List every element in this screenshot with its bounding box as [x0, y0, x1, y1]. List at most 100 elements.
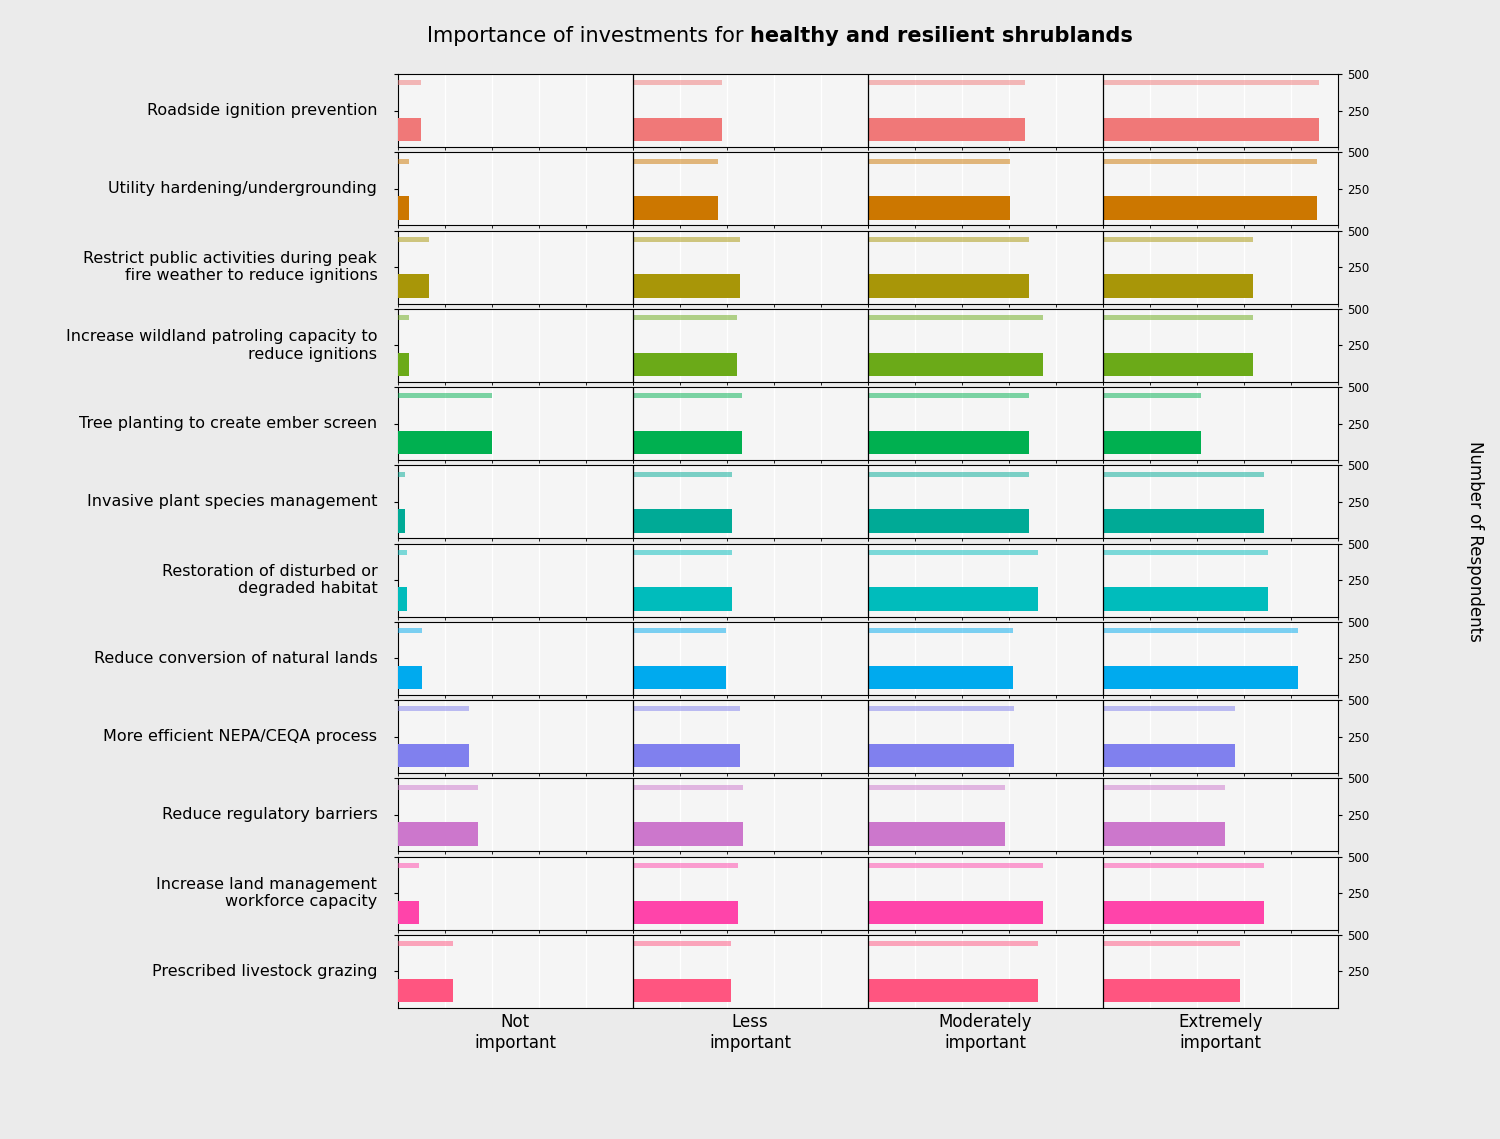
- Bar: [398, 863, 418, 868]
- Bar: [398, 978, 453, 1002]
- Bar: [1102, 316, 1254, 320]
- Bar: [1102, 431, 1200, 454]
- Bar: [633, 785, 742, 789]
- Bar: [398, 785, 478, 789]
- Bar: [867, 472, 1029, 476]
- Bar: [633, 863, 738, 868]
- Bar: [867, 316, 1042, 320]
- Bar: [1102, 628, 1298, 633]
- Bar: [398, 80, 422, 85]
- Bar: [1102, 509, 1263, 533]
- Bar: [633, 588, 732, 611]
- Bar: [633, 196, 718, 220]
- Bar: [398, 353, 410, 376]
- Y-axis label: Utility hardening/undergrounding: Utility hardening/undergrounding: [108, 181, 378, 196]
- Text: Importance of investments for: Importance of investments for: [427, 26, 750, 47]
- Bar: [867, 941, 1038, 947]
- Bar: [633, 393, 741, 399]
- Bar: [633, 628, 726, 633]
- Bar: [398, 158, 410, 164]
- Y-axis label: Prescribed livestock grazing: Prescribed livestock grazing: [152, 964, 378, 978]
- Y-axis label: Invasive plant species management: Invasive plant species management: [87, 494, 378, 509]
- Bar: [867, 863, 1042, 868]
- Bar: [633, 941, 732, 947]
- Bar: [633, 509, 732, 533]
- Bar: [633, 822, 742, 845]
- Bar: [398, 431, 492, 454]
- Y-axis label: Tree planting to create ember screen: Tree planting to create ember screen: [80, 416, 378, 432]
- Bar: [867, 274, 1029, 297]
- Bar: [633, 901, 738, 924]
- Bar: [1102, 978, 1240, 1002]
- Bar: [633, 706, 740, 712]
- Bar: [1102, 80, 1318, 85]
- Bar: [633, 158, 718, 164]
- Bar: [867, 80, 1026, 85]
- Bar: [867, 785, 1005, 789]
- Bar: [398, 237, 429, 241]
- Y-axis label: More efficient NEPA/CEQA process: More efficient NEPA/CEQA process: [104, 729, 378, 744]
- Bar: [1102, 274, 1254, 297]
- Bar: [1102, 118, 1318, 141]
- Bar: [867, 509, 1029, 533]
- Bar: [1102, 665, 1298, 689]
- Y-axis label: Restoration of disturbed or
degraded habitat: Restoration of disturbed or degraded hab…: [162, 564, 378, 597]
- Bar: [1102, 863, 1263, 868]
- Bar: [398, 472, 405, 476]
- Bar: [398, 901, 418, 924]
- Bar: [398, 316, 410, 320]
- Bar: [1102, 393, 1200, 399]
- Bar: [867, 158, 1010, 164]
- Bar: [398, 588, 406, 611]
- Bar: [867, 978, 1038, 1002]
- Bar: [633, 978, 732, 1002]
- Bar: [1102, 550, 1269, 555]
- Bar: [867, 822, 1005, 845]
- Bar: [867, 744, 1014, 768]
- Bar: [633, 353, 736, 376]
- Bar: [1102, 901, 1263, 924]
- Y-axis label: Reduce conversion of natural lands: Reduce conversion of natural lands: [93, 650, 378, 666]
- Bar: [867, 353, 1042, 376]
- Bar: [398, 274, 429, 297]
- Bar: [398, 393, 492, 399]
- Y-axis label: Roadside ignition prevention: Roadside ignition prevention: [147, 104, 378, 118]
- Bar: [867, 196, 1010, 220]
- Bar: [1102, 196, 1317, 220]
- Bar: [1102, 472, 1263, 476]
- Y-axis label: Increase wildland patroling capacity to
reduce ignitions: Increase wildland patroling capacity to …: [66, 329, 378, 361]
- Bar: [867, 431, 1029, 454]
- Bar: [398, 941, 453, 947]
- Bar: [633, 80, 722, 85]
- Y-axis label: Restrict public activities during peak
fire weather to reduce ignitions: Restrict public activities during peak f…: [84, 251, 378, 284]
- Bar: [867, 550, 1038, 555]
- Bar: [1102, 588, 1269, 611]
- Bar: [1102, 822, 1226, 845]
- Bar: [633, 237, 740, 241]
- Bar: [398, 509, 405, 533]
- Bar: [1102, 158, 1317, 164]
- Bar: [633, 118, 722, 141]
- Bar: [398, 822, 478, 845]
- Bar: [633, 472, 732, 476]
- Bar: [398, 744, 470, 768]
- Bar: [867, 901, 1042, 924]
- Bar: [633, 431, 741, 454]
- Bar: [633, 665, 726, 689]
- Bar: [633, 274, 740, 297]
- Bar: [1102, 785, 1226, 789]
- Bar: [398, 665, 422, 689]
- Bar: [867, 118, 1026, 141]
- Bar: [633, 316, 736, 320]
- Bar: [633, 744, 740, 768]
- Bar: [1102, 744, 1236, 768]
- Bar: [867, 588, 1038, 611]
- Bar: [867, 706, 1014, 712]
- Text: healthy and resilient shrublands: healthy and resilient shrublands: [750, 26, 1132, 47]
- Bar: [867, 665, 1012, 689]
- Bar: [1102, 353, 1254, 376]
- Bar: [398, 628, 422, 633]
- Bar: [1102, 706, 1236, 712]
- Bar: [1102, 941, 1240, 947]
- Bar: [398, 550, 406, 555]
